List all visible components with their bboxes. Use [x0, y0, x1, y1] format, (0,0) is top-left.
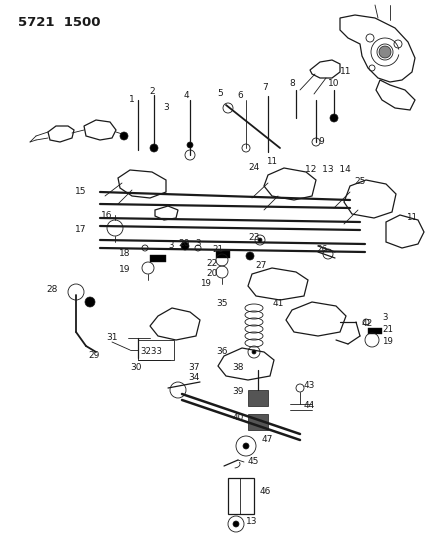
- Text: 20: 20: [178, 239, 189, 248]
- Circle shape: [181, 242, 189, 250]
- Text: 21: 21: [382, 326, 393, 335]
- Text: 34: 34: [188, 374, 199, 383]
- Text: 11: 11: [266, 157, 277, 166]
- Text: 4: 4: [183, 92, 189, 101]
- Circle shape: [246, 252, 254, 260]
- Text: 39: 39: [233, 387, 244, 397]
- Text: 46: 46: [260, 488, 272, 497]
- Text: 27: 27: [255, 262, 266, 271]
- Text: 19: 19: [118, 265, 130, 274]
- Text: 13: 13: [246, 518, 257, 527]
- Text: 24: 24: [248, 164, 260, 173]
- Text: 41: 41: [272, 300, 284, 309]
- Text: 5721  1500: 5721 1500: [18, 16, 100, 29]
- Text: 11: 11: [406, 213, 417, 222]
- Circle shape: [120, 132, 128, 140]
- Polygon shape: [286, 302, 346, 336]
- Text: 19: 19: [382, 337, 393, 346]
- Text: 38: 38: [233, 364, 244, 373]
- Circle shape: [233, 521, 239, 527]
- Text: 3: 3: [382, 313, 387, 322]
- Bar: [150, 255, 166, 262]
- Polygon shape: [344, 180, 396, 218]
- Text: 26: 26: [316, 246, 327, 254]
- Text: 42: 42: [362, 319, 373, 328]
- Text: 20: 20: [206, 270, 218, 279]
- Text: 3: 3: [163, 103, 169, 112]
- Text: 35: 35: [217, 300, 228, 309]
- Polygon shape: [264, 168, 316, 200]
- Text: 3: 3: [169, 241, 174, 251]
- Circle shape: [379, 46, 391, 58]
- Text: 37: 37: [188, 364, 200, 373]
- Text: 10: 10: [328, 79, 339, 88]
- Text: 3233: 3233: [140, 348, 162, 357]
- Text: 16: 16: [100, 212, 112, 221]
- Bar: [248, 390, 268, 406]
- Polygon shape: [376, 80, 415, 110]
- Polygon shape: [150, 308, 200, 340]
- Text: 15: 15: [75, 188, 86, 197]
- Text: 23: 23: [248, 233, 260, 243]
- Text: 17: 17: [75, 225, 86, 235]
- Circle shape: [85, 297, 95, 307]
- Bar: [138, 340, 174, 360]
- Text: 29: 29: [89, 351, 100, 360]
- Bar: [216, 251, 230, 258]
- Polygon shape: [310, 60, 340, 78]
- Text: 44: 44: [304, 401, 315, 410]
- Text: 31: 31: [106, 334, 118, 343]
- Circle shape: [252, 350, 256, 354]
- Polygon shape: [155, 206, 178, 220]
- Polygon shape: [340, 15, 415, 82]
- Text: 43: 43: [304, 382, 315, 391]
- Text: 11: 11: [340, 68, 351, 77]
- Text: 45: 45: [248, 457, 260, 466]
- Polygon shape: [84, 120, 116, 140]
- Text: 18: 18: [118, 249, 130, 259]
- Circle shape: [150, 144, 158, 152]
- Text: 28: 28: [47, 286, 58, 295]
- Text: 36: 36: [217, 348, 228, 357]
- Bar: [228, 478, 254, 514]
- Text: 30: 30: [130, 364, 142, 373]
- Text: 5: 5: [217, 90, 223, 99]
- Text: 22: 22: [206, 260, 217, 269]
- Text: 7: 7: [262, 84, 268, 93]
- Text: 40: 40: [233, 414, 244, 423]
- Text: 3: 3: [195, 239, 200, 248]
- Text: 1: 1: [129, 95, 135, 104]
- Text: 9: 9: [318, 138, 324, 147]
- Text: 2: 2: [149, 87, 155, 96]
- Text: 47: 47: [262, 435, 273, 445]
- Text: 8: 8: [289, 78, 295, 87]
- Bar: [368, 328, 382, 334]
- Text: 6: 6: [237, 92, 243, 101]
- Circle shape: [243, 443, 249, 449]
- Text: 19: 19: [200, 279, 211, 287]
- Text: 12  13  14: 12 13 14: [305, 166, 351, 174]
- Bar: [248, 414, 268, 430]
- Circle shape: [187, 142, 193, 148]
- Polygon shape: [248, 268, 308, 300]
- Text: 21: 21: [212, 246, 223, 254]
- Text: 25: 25: [354, 177, 366, 187]
- Polygon shape: [48, 126, 74, 142]
- Polygon shape: [218, 348, 274, 380]
- Polygon shape: [118, 170, 166, 198]
- Polygon shape: [386, 215, 424, 248]
- Circle shape: [258, 238, 262, 242]
- Circle shape: [330, 114, 338, 122]
